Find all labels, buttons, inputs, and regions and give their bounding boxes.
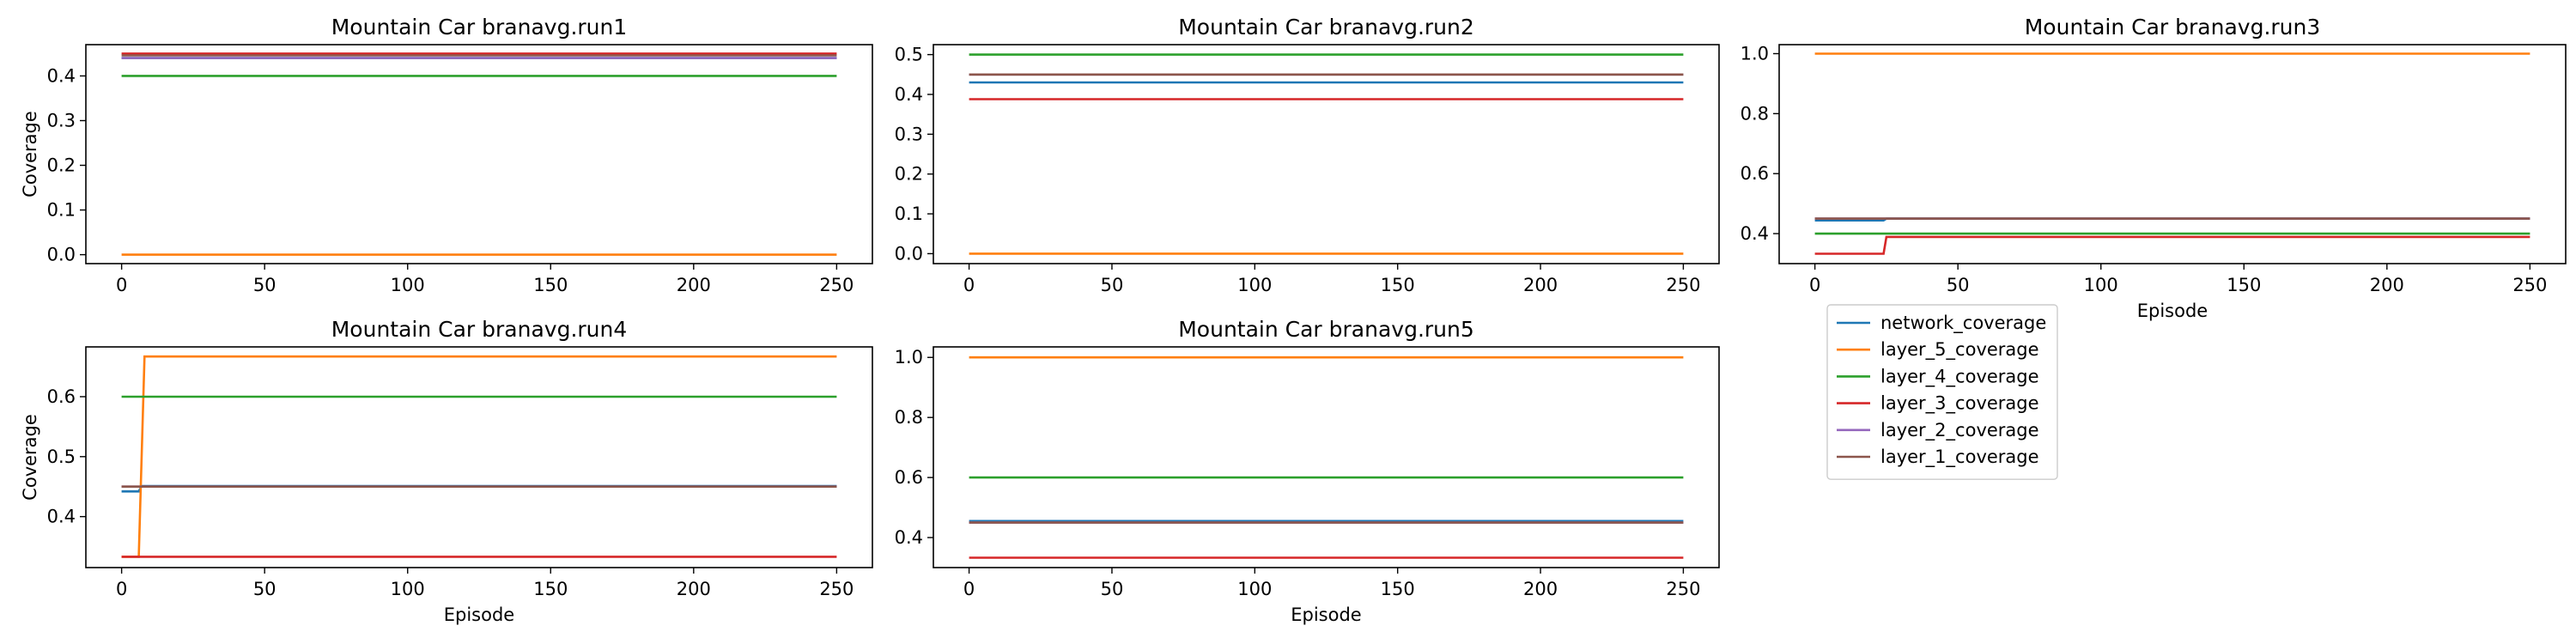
y-tick-label: 0.4 (47, 507, 76, 527)
x-tick-label: 0 (116, 275, 127, 295)
legend: network_coverage layer_5_coverage layer_4_… (1826, 304, 2058, 480)
subplots-container: 0 50 100 150 200 250 0.0 0.1 0.2 0.3 0.4 Mountain C… (20, 15, 2567, 625)
x-axis-label: Episode (2137, 301, 2208, 321)
x-tick-label: 0 (963, 275, 975, 295)
y-tick-label: 0.4 (895, 84, 923, 105)
y-tick-label: 0.8 (895, 407, 923, 428)
y-tick-label: 0.0 (895, 243, 923, 264)
subplot-2: 0 50 100 150 200 250 0.0 0.1 0.2 0.3 0.4 0.5 Mountai… (895, 15, 1720, 295)
legend-entry-label: layer_3_coverage (1880, 393, 2039, 415)
x-tick-label: 50 (1947, 275, 1970, 295)
y-tick-label: 0.3 (47, 110, 76, 131)
y-tick-label: 0.4 (895, 527, 923, 548)
subplot-4: 0 50 100 150 200 250 0.4 0.5 0.6 Mountain Car bra… (20, 317, 873, 625)
legend-entry-label: layer_5_coverage (1880, 339, 2039, 361)
subplot-title: Mountain Car branavg.run5 (1178, 317, 1474, 342)
x-tick-label: 150 (2227, 275, 2261, 295)
series-line-layer-3-coverage (1814, 235, 2530, 255)
x-tick-label: 100 (2084, 275, 2118, 295)
y-tick-label: 0.5 (895, 45, 923, 65)
legend-entry-label: layer_2_coverage (1880, 420, 2039, 441)
x-tick-label: 250 (2512, 275, 2547, 295)
y-tick-label: 1.0 (1741, 43, 1769, 64)
axes-frame (85, 346, 873, 568)
y-tick-label: 0.1 (895, 204, 923, 224)
x-tick-label: 50 (253, 579, 276, 599)
x-tick-label: 150 (1381, 275, 1415, 295)
axes-frame (933, 44, 1720, 264)
legend-entry-label: network_coverage (1880, 313, 2046, 334)
subplot-title: Mountain Car branavg.run1 (331, 15, 628, 39)
x-tick-label: 100 (391, 275, 425, 295)
y-axis-label: Coverage (20, 111, 40, 197)
y-tick-label: 0.0 (47, 245, 76, 265)
x-tick-label: 200 (1523, 579, 1558, 599)
x-tick-label: 150 (1381, 579, 1415, 599)
legend-entry-label: layer_4_coverage (1880, 366, 2039, 387)
x-tick-label: 250 (1666, 275, 1700, 295)
y-tick-label: 0.8 (1741, 103, 1769, 124)
axes-frame (933, 346, 1720, 568)
y-axis-label: Coverage (20, 414, 40, 501)
x-tick-label: 50 (1101, 275, 1124, 295)
x-tick-label: 150 (533, 275, 568, 295)
x-tick-label: 200 (1523, 275, 1558, 295)
x-tick-label: 100 (1237, 275, 1272, 295)
x-axis-label: Episode (1291, 605, 1361, 625)
y-tick-label: 0.1 (47, 200, 76, 221)
subplot-1: 0 50 100 150 200 250 0.0 0.1 0.2 0.3 0.4 Mountain C… (20, 15, 873, 295)
x-tick-label: 100 (1237, 579, 1272, 599)
y-tick-label: 0.6 (895, 467, 923, 488)
y-tick-label: 0.5 (47, 447, 76, 467)
legend-entry-label: layer_1_coverage (1880, 447, 2039, 468)
y-tick-label: 0.3 (895, 124, 923, 144)
x-tick-label: 100 (391, 579, 425, 599)
subplot-5: 0 50 100 150 200 250 0.4 0.6 0.8 1.0 Mountain Car … (895, 317, 1720, 625)
x-tick-label: 250 (819, 579, 854, 599)
y-tick-label: 0.6 (47, 386, 76, 407)
x-tick-label: 250 (1666, 579, 1700, 599)
axes-frame (1778, 44, 2567, 264)
x-tick-label: 0 (963, 579, 975, 599)
subplot-title: Mountain Car branavg.run2 (1178, 15, 1474, 39)
y-tick-label: 0.2 (895, 164, 923, 185)
x-tick-label: 200 (677, 275, 711, 295)
x-tick-label: 50 (1101, 579, 1124, 599)
y-tick-label: 0.4 (1741, 223, 1769, 244)
y-tick-label: 0.2 (47, 155, 76, 176)
x-tick-label: 150 (533, 579, 568, 599)
x-tick-label: 0 (1809, 275, 1820, 295)
x-tick-label: 0 (116, 579, 127, 599)
x-tick-label: 250 (819, 275, 854, 295)
x-axis-label: Episode (444, 605, 514, 625)
y-tick-label: 0.6 (1741, 163, 1769, 184)
legend-frame (1826, 304, 2058, 480)
x-tick-label: 200 (2370, 275, 2404, 295)
subplot-title: Mountain Car branavg.run4 (331, 317, 628, 342)
subplot-title: Mountain Car branavg.run3 (2025, 15, 2321, 39)
y-tick-label: 1.0 (895, 347, 923, 368)
axes-frame (85, 44, 873, 264)
x-tick-label: 200 (677, 579, 711, 599)
subplot-3: 0 50 100 150 200 250 0.4 0.6 0.8 1.0 Mountain Car … (1741, 15, 2567, 321)
y-tick-label: 0.4 (47, 65, 76, 86)
x-tick-label: 50 (253, 275, 276, 295)
